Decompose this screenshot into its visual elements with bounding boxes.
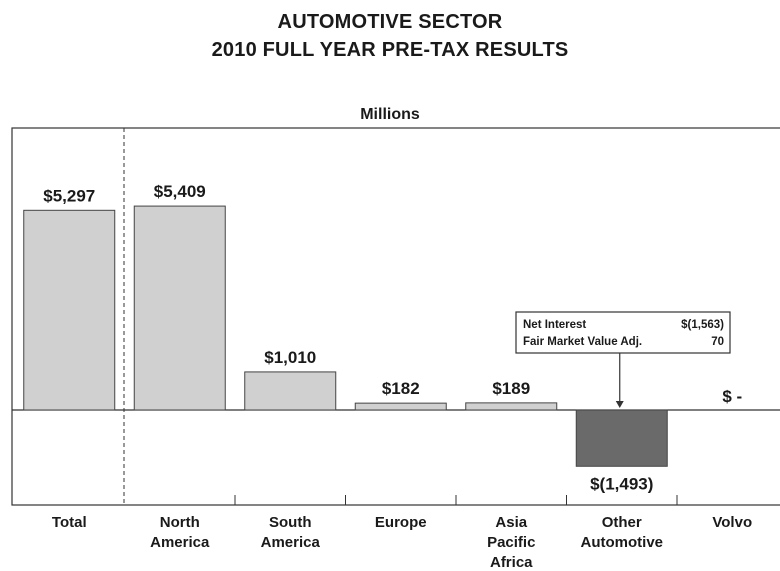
data-label: $182 — [382, 379, 420, 398]
category-label: America — [150, 534, 210, 551]
data-label: $5,409 — [154, 182, 206, 201]
category-label: South — [269, 514, 312, 531]
callout-arrowhead — [615, 401, 624, 408]
category-label: Volvo — [712, 514, 752, 531]
chart-title-line-1: AUTOMOTIVE SECTOR — [277, 11, 503, 33]
category-label: Europe — [375, 514, 427, 531]
chart-title: AUTOMOTIVE SECTOR 2010 FULL YEAR PRE-TAX… — [0, 8, 780, 64]
callout-value: 70 — [711, 336, 724, 348]
category-label: Pacific — [487, 534, 535, 551]
category-label: Automotive — [581, 534, 664, 551]
callout-label: Fair Market Value Adj. — [523, 336, 642, 348]
data-label: $189 — [492, 379, 530, 398]
category-label: North — [160, 514, 200, 531]
callout-value: $(1,563) — [681, 319, 724, 331]
bar — [23, 209, 116, 411]
data-label: $ - — [722, 387, 742, 406]
bar — [133, 205, 226, 411]
bar — [465, 402, 558, 411]
callout-label: Net Interest — [523, 319, 586, 331]
category-label: Asia — [495, 514, 527, 531]
bar — [575, 409, 668, 467]
bar — [354, 402, 447, 411]
data-label: $1,010 — [264, 348, 316, 367]
chart-title-line-2: 2010 FULL YEAR PRE-TAX RESULTS — [211, 39, 569, 61]
bar — [244, 371, 337, 411]
plot-frame — [11, 127, 780, 506]
category-label: Other — [602, 514, 642, 531]
data-label: $5,297 — [43, 186, 95, 205]
chart-subtitle: Millions — [360, 106, 420, 123]
callout-box — [515, 311, 731, 354]
category-label: Total — [52, 514, 87, 531]
category-label: Africa — [490, 554, 533, 571]
category-label: America — [261, 534, 321, 551]
data-label: $(1,493) — [590, 474, 653, 493]
